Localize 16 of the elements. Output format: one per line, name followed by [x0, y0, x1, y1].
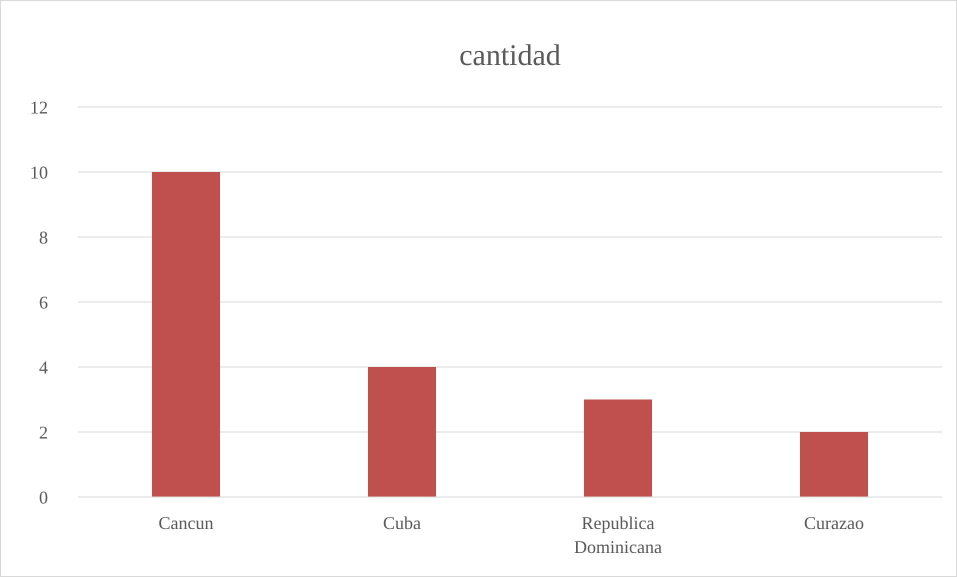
y-tick-label: 12 — [30, 97, 48, 118]
x-tick-label: Republica Dominicana — [574, 513, 662, 557]
bar — [368, 367, 436, 497]
x-tick-label: Curazao — [804, 513, 864, 533]
bar — [584, 400, 652, 497]
chart-title: cantidad — [459, 39, 561, 72]
y-tick-label: 10 — [30, 162, 48, 182]
y-tick-label: 0 — [39, 487, 48, 508]
y-tick-label: 8 — [39, 227, 48, 248]
x-tick-label: Cancun — [158, 513, 214, 533]
x-tick-label: Cuba — [383, 513, 422, 533]
y-tick-label: 2 — [39, 422, 48, 442]
y-tick-label: 6 — [39, 292, 48, 312]
y-tick-label: 4 — [39, 357, 48, 378]
bar — [152, 172, 220, 497]
bar — [800, 432, 868, 497]
